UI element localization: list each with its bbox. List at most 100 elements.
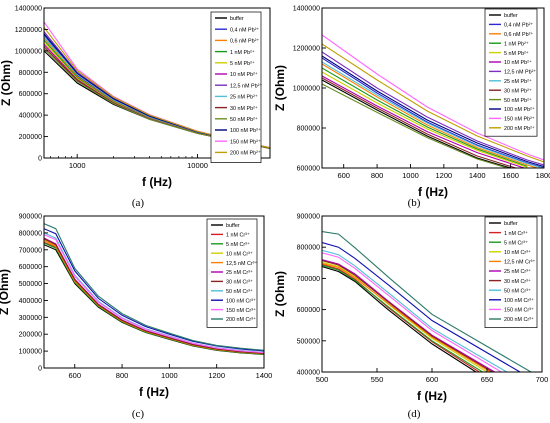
- x-axis-label-a: f (Hz): [142, 175, 172, 189]
- legend-entry-d-10: 200 nM Cr³⁺: [504, 317, 534, 323]
- y-tick-label-a: 800000: [19, 70, 42, 77]
- legend-entry-a-6: 12,5 nM Pb²⁺: [230, 83, 262, 89]
- legend-entry-a-8: 30 nM Pb²⁺: [230, 106, 258, 112]
- x-tick-label-d: 600: [426, 375, 439, 384]
- series-line-b-7: [322, 61, 544, 168]
- legend-entry-b-11: 150 nM Pb²⁺: [504, 117, 535, 123]
- legend-entry-d-2: 5 nM Cr³⁺: [504, 240, 528, 246]
- legend-entry-a-1: 0,4 nM Pb²⁺: [230, 27, 259, 33]
- legend-entry-a-11: 150 nM Pb²⁺: [230, 139, 261, 145]
- legend-entry-b-4: 5 nM Pb²⁺: [504, 51, 529, 57]
- legend-entry-a-0: buffer: [230, 16, 244, 22]
- y-tick-label-c: 500000: [19, 281, 42, 288]
- legend-entry-d-6: 30 nM Cr³⁺: [504, 279, 531, 285]
- legend-entry-d-3: 10 nM Cr³⁺: [504, 250, 531, 256]
- x-tick-label-c: 1200: [208, 371, 225, 380]
- x-tick-label-d: 500: [316, 375, 329, 384]
- plot-frame-c: [43, 215, 265, 369]
- legend-entry-c-4: 12,5 nM Cr³⁺: [226, 261, 257, 267]
- legend-box-a: [210, 11, 262, 163]
- legend-entry-a-12: 200 nM Pb²⁺: [230, 151, 261, 157]
- series-line-d-10: [322, 231, 532, 372]
- y-tick-label-d: 400000: [297, 370, 320, 377]
- series-line-c-8: [44, 228, 264, 352]
- legend-entry-b-10: 100 nM Pb²⁺: [504, 107, 535, 113]
- chart-panel-b: 600 800 1000 1200 1400 1600 1800 600000 800000 10…: [273, 6, 550, 200]
- panel-caption-b: (b): [407, 197, 421, 209]
- series-line-d-5: [322, 259, 495, 372]
- legend-entry-a-4: 5 nM Pb²⁺: [230, 61, 255, 67]
- x-axis-label-b: f (Hz): [418, 185, 448, 199]
- x-tick-label-a: 1000: [69, 161, 86, 170]
- series-line-b-8: [322, 77, 518, 168]
- y-axis-label-c: Z (Ohm): [0, 269, 11, 315]
- series-line-c-9: [44, 234, 264, 354]
- legend-entry-a-7: 25 nM Pb²⁺: [230, 95, 258, 101]
- y-tick-label-d: 700000: [297, 276, 320, 283]
- y-tick-label-c: 200000: [19, 332, 42, 339]
- series-line-d-4: [322, 262, 491, 372]
- legend-entry-b-6: 12,5 nM Pb²⁺: [504, 70, 536, 76]
- series-line-c-10: [44, 223, 264, 351]
- series-line-b-11: [322, 34, 544, 161]
- legend-box-b: [484, 8, 538, 137]
- x-axis-label-c: f (Hz): [139, 385, 169, 399]
- series-line-d-7: [322, 249, 508, 372]
- x-tick-label-c: 600: [68, 371, 81, 380]
- y-tick-label-c: 700000: [19, 247, 42, 254]
- y-tick-label-c: 800000: [19, 230, 42, 237]
- series-line-b-3: [322, 67, 528, 167]
- y-tick-label-c: 100000: [19, 349, 42, 356]
- legend-entry-c-1: 1 nM Cr³⁺: [226, 233, 250, 239]
- x-tick-label-b: 1000: [402, 171, 419, 180]
- series-line-d-0: [322, 265, 477, 372]
- x-tick-label-b: 1600: [502, 171, 519, 180]
- legend-entry-b-1: 0,4 nM Pb²⁺: [504, 23, 533, 29]
- legend-entry-b-5: 10 nM Pb²⁺: [504, 60, 532, 66]
- legend-entry-d-9: 150 nM Cr³⁺: [504, 308, 534, 314]
- x-tick-label-d: 550: [371, 375, 384, 384]
- legend-entry-d-4: 12,5 nM Cr³⁺: [504, 260, 535, 266]
- legend-entry-c-2: 5 nM Cr³⁺: [226, 242, 250, 248]
- legend-entry-a-5: 10 nM Pb²⁺: [230, 72, 258, 78]
- x-tick-label-d: 650: [481, 375, 494, 384]
- legend-entry-c-0: buffer: [226, 223, 240, 229]
- chart-panel-d: 500 550 600 650 700 400000 500000 600000 700000 8…: [273, 214, 548, 404]
- legend-entry-b-9: 50 nM Pb²⁺: [504, 98, 532, 104]
- y-tick-label-a: 1400000: [15, 6, 42, 13]
- series-line-b-12: [322, 43, 544, 163]
- panel-caption-c: (c): [131, 408, 145, 420]
- y-tick-label-a: 0: [38, 156, 42, 163]
- legend-entry-a-9: 50 nM Pb²⁺: [230, 117, 258, 123]
- legend-entry-c-7: 50 nM Cr³⁺: [226, 289, 253, 295]
- y-tick-label-d: 500000: [297, 338, 320, 345]
- series-line-b-4: [322, 71, 528, 168]
- y-axis-label-b: Z (Ohm): [273, 65, 287, 111]
- y-tick-label-a: 600000: [19, 91, 42, 98]
- series-line-c-6: [44, 238, 264, 355]
- legend-entry-d-1: 1 nM Cr³⁺: [504, 231, 528, 237]
- legend-entry-d-5: 25 nM Cr³⁺: [504, 269, 531, 275]
- panel-caption-a: (a): [131, 197, 145, 209]
- x-tick-label-b: 1800: [536, 171, 550, 180]
- legend-entry-b-7: 25 nM Pb²⁺: [504, 79, 532, 85]
- chart-panel-c: 600 800 1000 1200 1400 0 100000 200000 300000 400…: [0, 214, 272, 400]
- legend-entry-d-8: 100 nM Cr³⁺: [504, 298, 534, 304]
- y-tick-label-a: 400000: [19, 113, 42, 120]
- x-tick-label-d: 700: [536, 375, 549, 384]
- x-tick-label-b: 600: [337, 171, 350, 180]
- series-line-b-5: [322, 75, 527, 168]
- legend-entry-c-10: 200 nM Cr³⁺: [226, 317, 256, 323]
- y-tick-label-b: 1000000: [293, 86, 320, 93]
- legend-entry-b-12: 200 nM Pb²⁺: [504, 126, 535, 132]
- y-tick-label-c: 400000: [19, 298, 42, 305]
- series-line-b-9: [322, 83, 510, 168]
- series-line-b-0: [322, 79, 513, 168]
- chart-panel-a: 1000 10000 0 200000 400000 600000 800000 100000…: [0, 6, 271, 189]
- legend-entry-a-3: 1 nM Pb²⁺: [230, 50, 255, 56]
- y-tick-label-d: 800000: [297, 245, 320, 252]
- y-tick-label-a: 1200000: [15, 27, 42, 34]
- y-tick-label-b: 1200000: [293, 46, 320, 53]
- x-tick-label-c: 1400: [256, 371, 273, 380]
- y-tick-label-b: 600000: [297, 166, 320, 173]
